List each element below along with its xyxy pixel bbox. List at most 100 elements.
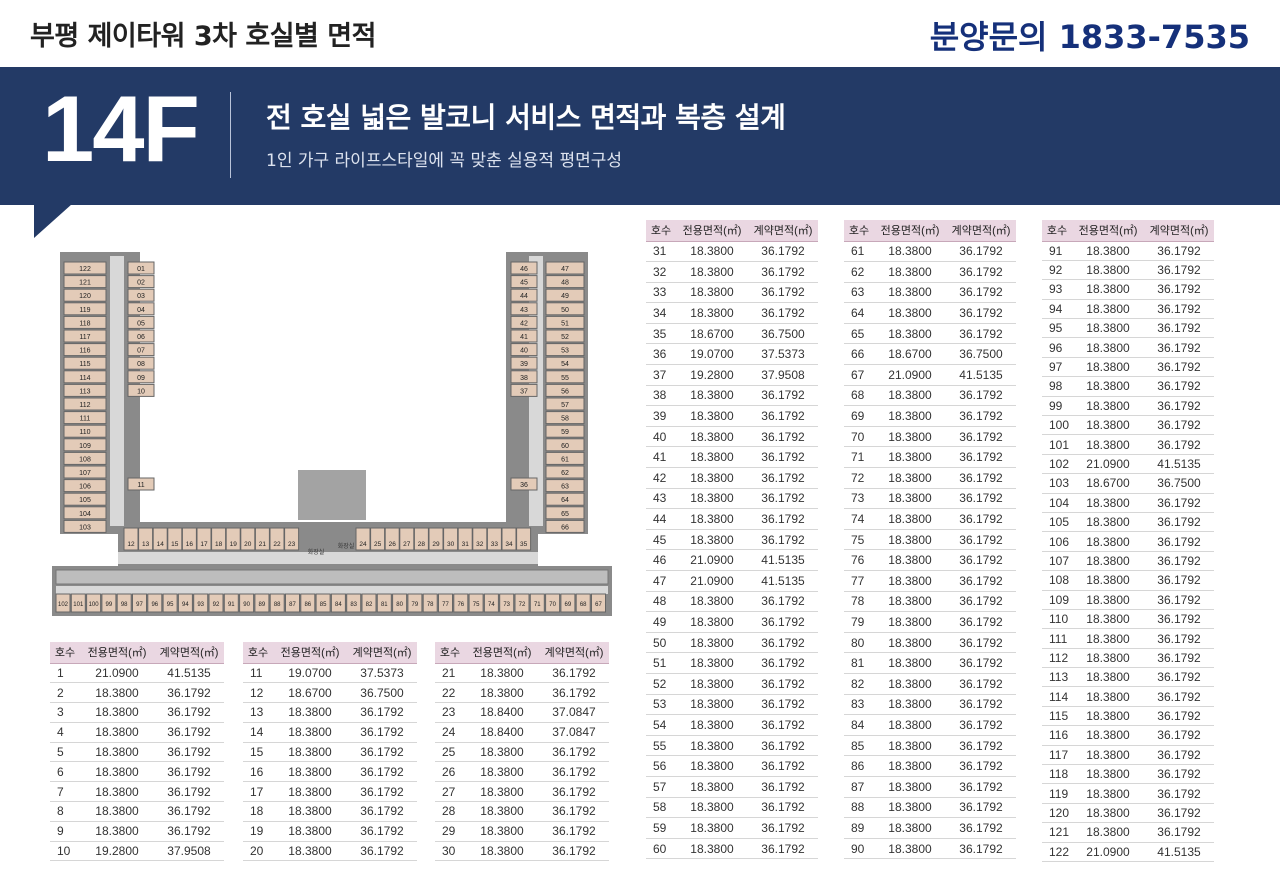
- table-row: 64 18.3800 36.1792: [844, 302, 1016, 324]
- unit-number: 36: [646, 343, 676, 366]
- unit-label: 114: [79, 375, 90, 382]
- unit: [70, 593, 86, 613]
- exclusive-area: 18.3800: [676, 241, 748, 263]
- contract-area: 36.1792: [946, 488, 1016, 510]
- column-header: 계약면적(㎡): [1144, 220, 1214, 242]
- exclusive-area: 18.3800: [874, 385, 946, 407]
- table-row: 84 18.3800 36.1792: [844, 714, 1016, 736]
- exclusive-area: 18.3800: [465, 742, 539, 763]
- unit-label: 110: [79, 429, 90, 436]
- table-row: 76 18.3800 36.1792: [844, 549, 1016, 571]
- exclusive-area: 19.0700: [676, 343, 748, 366]
- unit: [516, 527, 532, 551]
- contract-area: 36.1792: [946, 446, 1016, 469]
- contract-area: 36.1792: [1144, 493, 1214, 513]
- table-row: 8 18.3800 36.1792: [50, 801, 224, 822]
- column-header: 계약면적(㎡): [946, 220, 1016, 242]
- unit: [223, 593, 239, 613]
- exclusive-area: 18.3800: [874, 755, 946, 777]
- unit-label: 93: [197, 602, 204, 608]
- unit-number: 67: [844, 364, 874, 386]
- table-row: 115 18.3800 36.1792: [1042, 706, 1214, 727]
- exclusive-area: 18.3800: [676, 611, 748, 633]
- unit-label: 20: [244, 541, 252, 548]
- table-row: 111 18.3800 36.1792: [1042, 628, 1214, 649]
- unit-label: 74: [488, 602, 495, 608]
- exclusive-area: 19.2800: [80, 841, 154, 862]
- sales-phone[interactable]: 분양문의 1833-7535: [929, 18, 1250, 56]
- table-row: 88 18.3800 36.1792: [844, 797, 1016, 819]
- unit: [529, 593, 545, 613]
- exclusive-area: 18.3800: [676, 488, 748, 510]
- contract-area: 37.0847: [539, 702, 609, 723]
- unit-number: 6: [50, 761, 80, 783]
- unit-number: 74: [844, 508, 874, 530]
- unit-label: 38: [520, 375, 528, 382]
- unit-label: 85: [320, 602, 327, 608]
- unit-number: 9: [50, 821, 80, 842]
- contract-area: 36.1792: [154, 801, 224, 822]
- exclusive-area: 18.3800: [676, 405, 748, 427]
- column-header: 계약면적(㎡): [347, 642, 417, 664]
- table-row: 122 21.0900 41.5135: [1042, 842, 1214, 863]
- exclusive-area: 18.3800: [1072, 376, 1144, 397]
- unit-number: 15: [243, 742, 273, 763]
- unit: [545, 383, 585, 397]
- unit: [63, 315, 107, 329]
- exclusive-area: 18.3800: [1072, 241, 1144, 261]
- table-row: 102 21.0900 41.5135: [1042, 454, 1214, 475]
- exclusive-area: 18.3800: [676, 302, 748, 324]
- unit-number: 4: [50, 722, 80, 743]
- unit: [545, 492, 585, 506]
- table-row: 86 18.3800 36.1792: [844, 755, 1016, 777]
- table-row: 99 18.3800 36.1792: [1042, 396, 1214, 417]
- unit-number: 118: [1042, 764, 1072, 785]
- unit-number: 38: [646, 385, 676, 407]
- unit-label: 03: [137, 293, 145, 300]
- unit-label: 70: [549, 602, 556, 608]
- unit: [63, 383, 107, 397]
- table-row: 105 18.3800 36.1792: [1042, 512, 1214, 533]
- unit-number: 23: [435, 702, 465, 723]
- contract-area: 36.1792: [748, 632, 818, 654]
- unit: [193, 593, 209, 613]
- contract-area: 36.1792: [748, 797, 818, 819]
- table-row: 42 18.3800 36.1792: [646, 467, 818, 489]
- exclusive-area: 18.3800: [676, 714, 748, 736]
- exclusive-area: 18.3800: [1072, 783, 1144, 804]
- contract-area: 36.1792: [347, 821, 417, 842]
- unit-label: 37: [520, 388, 528, 395]
- unit-number: 51: [646, 652, 676, 674]
- contract-area: 36.1792: [946, 776, 1016, 798]
- contract-area: 36.1792: [1144, 337, 1214, 358]
- table-row: 79 18.3800 36.1792: [844, 611, 1016, 633]
- unit-label: 49: [561, 293, 569, 300]
- contract-area: 36.1792: [154, 722, 224, 743]
- exclusive-area: 18.3800: [874, 735, 946, 757]
- unit-number: 5: [50, 742, 80, 763]
- exclusive-area: 21.0900: [1072, 454, 1144, 475]
- contract-area: 36.1792: [154, 682, 224, 704]
- contract-area: 36.1792: [946, 323, 1016, 345]
- unit-label: 81: [381, 602, 388, 608]
- unit-label: 102: [58, 602, 69, 608]
- unit-number: 43: [646, 488, 676, 510]
- exclusive-area: 18.3800: [273, 801, 347, 822]
- table-row: 5 18.3800 36.1792: [50, 742, 224, 763]
- contract-area: 36.1792: [1144, 434, 1214, 455]
- unit-label: 12: [127, 541, 135, 548]
- contract-area: 36.1792: [748, 508, 818, 530]
- exclusive-area: 18.3800: [676, 467, 748, 489]
- unit-number: 97: [1042, 357, 1072, 378]
- unit-number: 113: [1042, 667, 1072, 688]
- contract-area: 36.1792: [748, 591, 818, 613]
- exclusive-area: 18.3800: [676, 529, 748, 551]
- unit-number: 111: [1042, 628, 1072, 649]
- area-table-6: 호수 전용면적(㎡) 계약면적(㎡) 91 18.3800 36.1792 92 18.380…: [1042, 220, 1214, 863]
- table-row: 101 18.3800 36.1792: [1042, 434, 1214, 455]
- unit: [55, 593, 71, 613]
- unit: [315, 593, 331, 613]
- table-row: 89 18.3800 36.1792: [844, 817, 1016, 839]
- exclusive-area: 18.3800: [676, 755, 748, 777]
